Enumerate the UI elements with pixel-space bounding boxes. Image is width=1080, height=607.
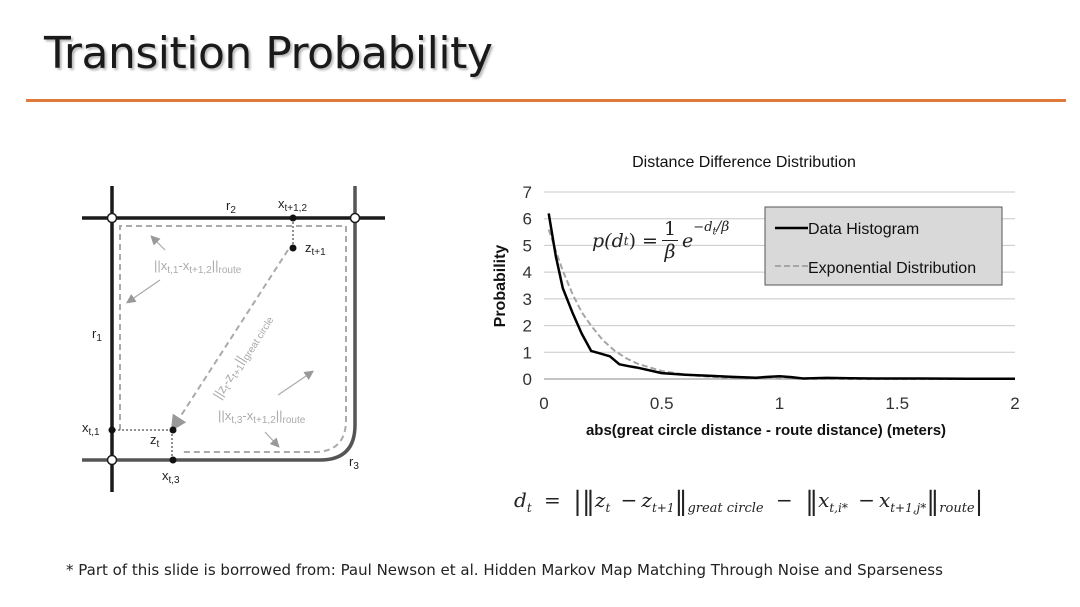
formula-numerator: 1 <box>661 218 679 241</box>
dt-formula: dt = |‖zt − zt+1‖great circle − ‖xt,i* − x… <box>514 487 984 517</box>
great-circle-path <box>170 249 289 432</box>
y-tick-label: 5 <box>523 236 532 255</box>
dt-great-circle-sub: great circle <box>687 501 764 516</box>
x-tick-label: 1.5 <box>885 394 909 413</box>
x-tick-label: 0.5 <box>650 394 674 413</box>
legend-box <box>764 206 1003 286</box>
chart-series <box>547 213 1015 380</box>
intersection-node <box>106 454 118 466</box>
label-z-t: zt <box>150 432 160 450</box>
y-tick-label: 2 <box>523 317 532 336</box>
dt-lhs: d <box>514 488 527 512</box>
label-great-circle: ||zt-zt+1||great circle <box>210 311 277 403</box>
x-tick-labels: 0 0.5 1 1.5 2 <box>539 394 1019 413</box>
intersection-node <box>349 212 361 224</box>
label-r3: r3 <box>349 454 359 472</box>
abs-bar-right: | <box>974 487 984 517</box>
road-map-diagram: r2 r1 r3 xt+1,2 zt+1 xt,1 zt xt,3 ||xt,1… <box>82 186 385 492</box>
title-underline <box>26 99 1066 102</box>
annotation-arrow <box>150 235 166 251</box>
formula-denominator: β <box>664 241 676 263</box>
y-tick-labels: 0 1 2 3 4 5 6 7 <box>523 183 532 389</box>
x-tick-label: 0 <box>539 394 548 413</box>
y-tick-label: 0 <box>523 370 532 389</box>
formula-exp-base: e <box>682 229 694 252</box>
x-tick-label: 2 <box>1010 394 1019 413</box>
slide-title: Transition Probability <box>44 28 493 79</box>
dt-eq: = <box>544 488 561 512</box>
point-x-t3 <box>169 456 177 464</box>
y-tick-label: 6 <box>523 210 532 229</box>
footnote: * Part of this slide is borrowed from: P… <box>66 561 943 579</box>
label-r1: r1 <box>92 326 102 344</box>
point-z-t1 <box>289 244 297 252</box>
y-tick-label: 1 <box>523 343 532 362</box>
formula-lhs: p(d <box>592 229 624 252</box>
label-x-t1: xt,1 <box>82 420 100 438</box>
y-tick-label: 3 <box>523 290 532 309</box>
point-x-t1-2 <box>289 214 297 222</box>
formula-eq: ) = <box>628 229 658 252</box>
formula-sub: t <box>623 233 629 248</box>
pdf-formula: p(d t) = 1 β e −dt/β <box>592 218 729 263</box>
label-route-top: ||xt,1-xt+1,2||route <box>154 258 242 276</box>
series-line-data-histogram <box>547 213 1015 380</box>
annotation-arrow <box>126 279 161 304</box>
point-x-t1 <box>108 426 116 434</box>
chart-title: Distance Difference Distribution <box>632 154 856 171</box>
annotation-arrow <box>277 370 314 396</box>
label-r2: r2 <box>226 198 236 216</box>
point-z-t <box>169 426 177 434</box>
y-tick-label: 7 <box>523 183 532 202</box>
x-tick-label: 1 <box>775 394 784 413</box>
label-z-t1: zt+1 <box>305 240 326 258</box>
abs-bar-left: |‖ <box>573 487 595 517</box>
legend-label-exponential: Exponential Distribution <box>808 260 976 277</box>
label-x-t1-2: xt+1,2 <box>278 196 307 214</box>
y-tick-label: 4 <box>523 263 532 282</box>
road-r3 <box>82 186 357 462</box>
intersection-node <box>106 212 118 224</box>
dt-route-sub: route <box>939 501 975 516</box>
distance-distribution-chart: Distance Difference Distribution 0 1 2 3 4 5 6… <box>492 154 1020 439</box>
formula-fraction: 1 β <box>661 218 679 263</box>
x-axis-label: abs(great circle distance - route distan… <box>586 422 946 439</box>
legend-label-data-histogram: Data Histogram <box>808 221 919 238</box>
formula-exponent: −dt/β <box>693 219 730 238</box>
label-x-t3: xt,3 <box>162 468 180 486</box>
annotation-arrow <box>264 431 280 448</box>
route-path-top <box>119 225 347 453</box>
y-axis-label: Probability <box>492 245 509 328</box>
label-route-bottom: ||xt,3-xt+1,2||route <box>218 408 306 426</box>
